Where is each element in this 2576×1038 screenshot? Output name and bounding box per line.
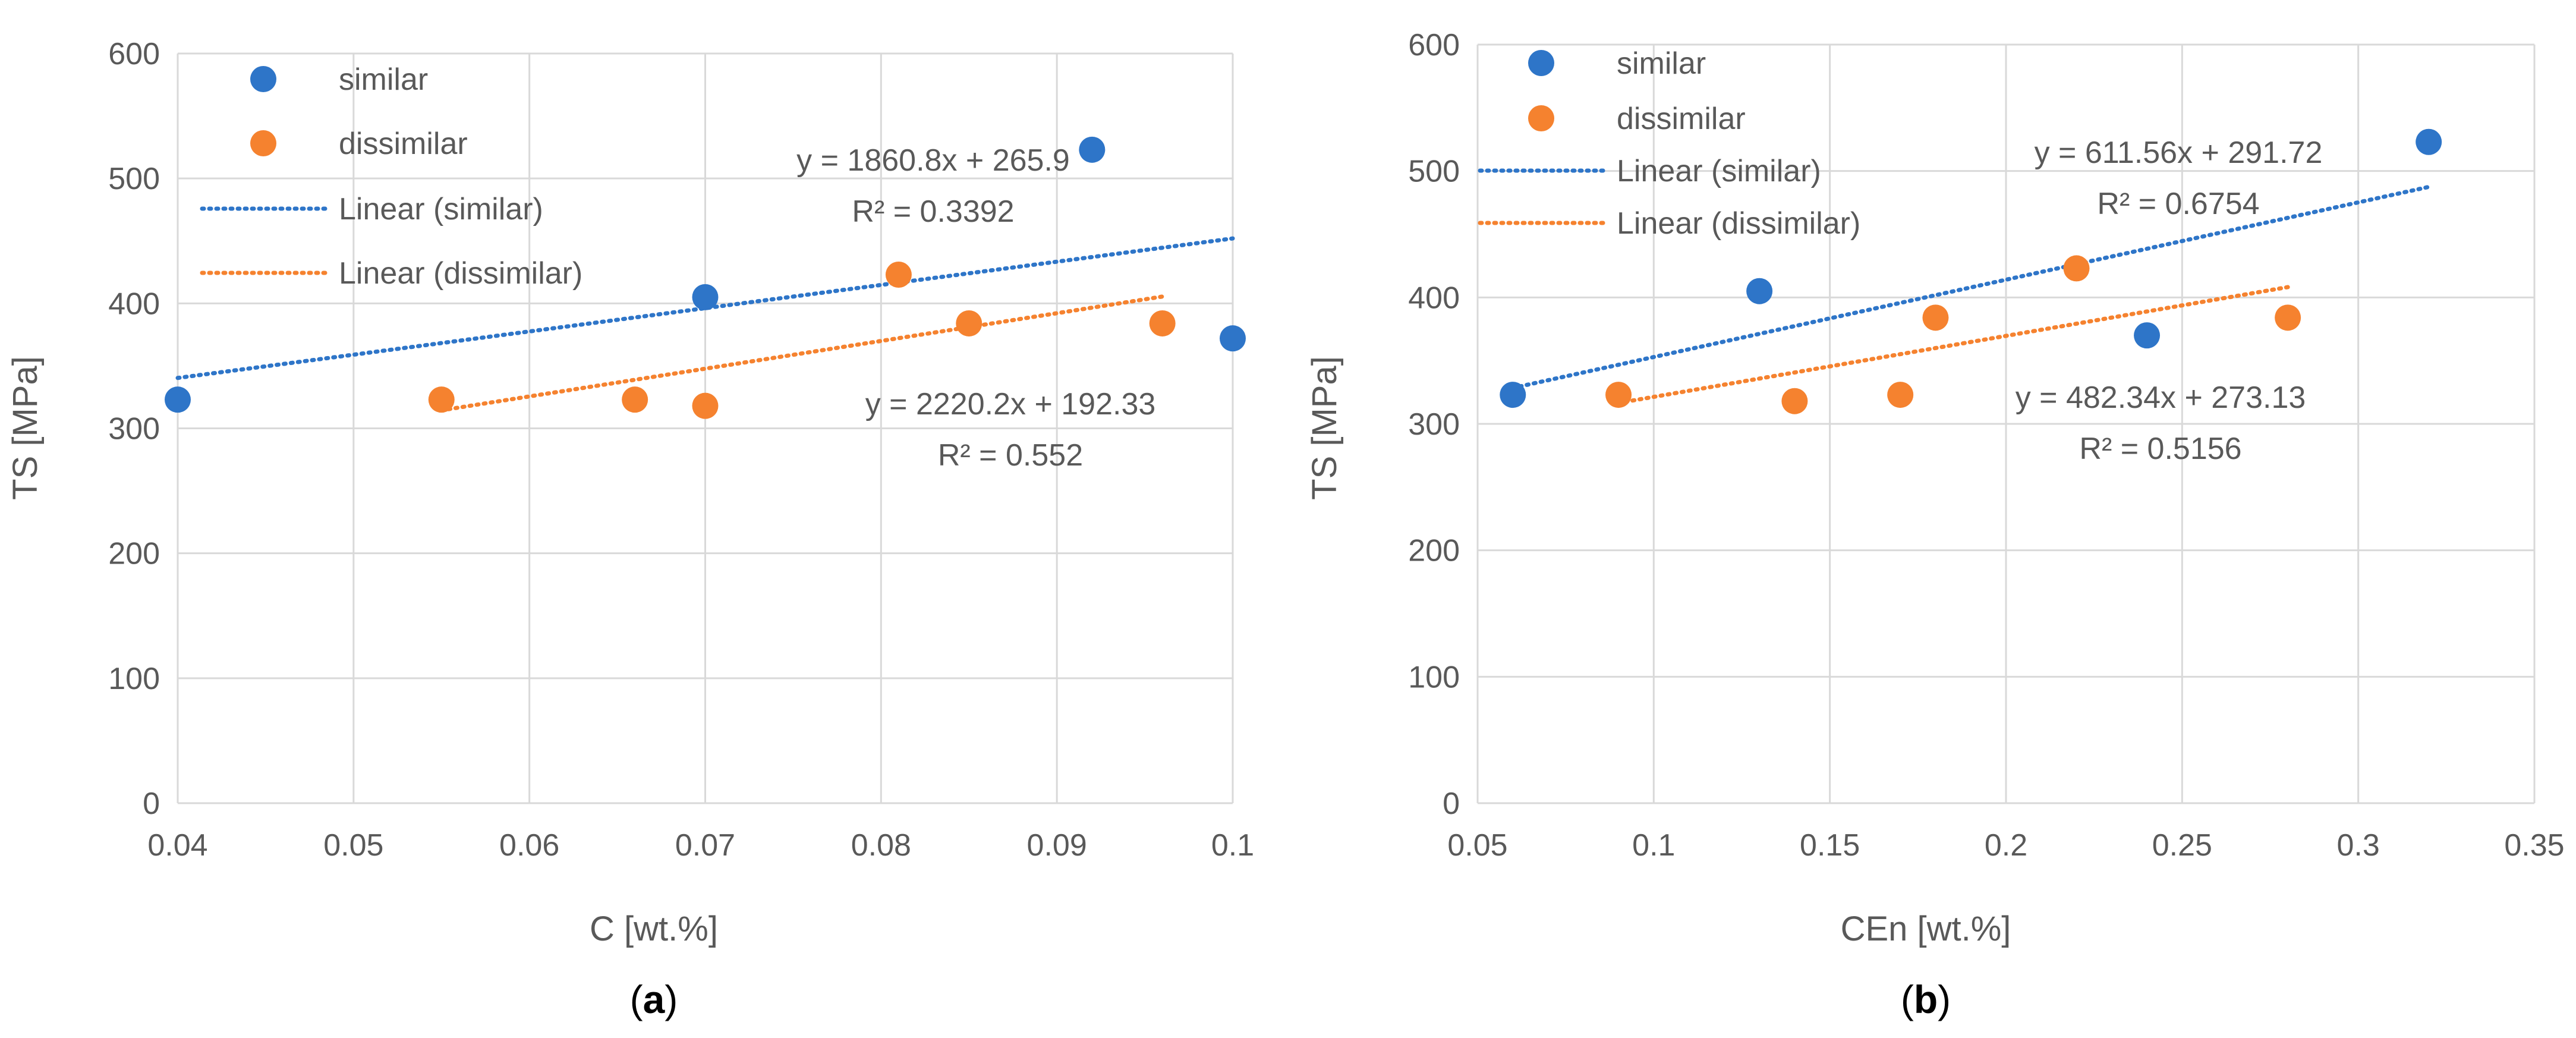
trendline-equation-similar: y = 611.56x + 291.72: [2035, 136, 2323, 170]
data-point-similar: [1220, 325, 1246, 352]
trendline-r2-similar: R² = 0.6754: [2097, 187, 2259, 221]
data-point-similar: [1500, 382, 1526, 408]
x-tick-label: 0.08: [851, 828, 911, 863]
chart-panel-a: 0 100 200 300 400 500 600 0.04 0.05 0.06 0.07 0.08 0…: [6, 37, 1254, 1021]
legend-label: Linear (dissimilar): [1617, 206, 1860, 241]
y-tick-label: 0: [143, 787, 160, 821]
panel-label: a: [643, 977, 666, 1021]
x-tick-label: 0.15: [1800, 828, 1860, 863]
legend-label: dissimilar: [1617, 102, 1746, 136]
data-point-dissimilar: [2275, 304, 2301, 331]
data-point-dissimilar: [2063, 255, 2090, 282]
data-point-dissimilar: [1605, 382, 1632, 408]
x-tick-label: 0.2: [1985, 828, 2027, 863]
data-point-dissimilar: [1149, 310, 1176, 336]
data-point-dissimilar: [622, 386, 648, 413]
chart-panel-b: 0 100 200 300 400 500 600 0.05 0.1 0.15 0.2 0.25 0.3…: [1305, 28, 2565, 1021]
trendline-r2-dissimilar: R² = 0.5156: [2079, 432, 2241, 466]
trendline-dissimilar: [1616, 285, 2290, 405]
y-tick-label: 300: [108, 412, 160, 446]
data-point-similar: [165, 386, 191, 413]
x-tick-label: 0.3: [2337, 828, 2380, 863]
data-point-similar: [692, 284, 719, 310]
y-tick-label: 600: [1408, 28, 1460, 62]
data-point-dissimilar: [956, 310, 982, 336]
y-tick-label: 500: [1408, 155, 1460, 189]
x-tick-label: 0.1: [1632, 828, 1675, 863]
data-point-similar: [2134, 322, 2161, 349]
data-point-dissimilar: [692, 392, 719, 419]
y-tick-label: 500: [108, 162, 160, 196]
y-tick-label: 100: [108, 662, 160, 696]
trendline-equation-similar: y = 1860.8x + 265.9: [796, 143, 1070, 178]
legend-marker-similar: [250, 66, 276, 92]
legend-marker-dissimilar: [250, 130, 276, 156]
x-axis-title: C [wt.%]: [590, 910, 718, 948]
x-tick-label: 0.09: [1027, 828, 1087, 863]
x-tick-label: 0.05: [1447, 828, 1507, 863]
data-point-dissimilar: [1922, 304, 1949, 331]
trendline-r2-dissimilar: R² = 0.552: [938, 438, 1083, 473]
x-tick-label: 0.07: [675, 828, 735, 863]
legend-marker-dissimilar: [1528, 105, 1554, 131]
x-tick-label: 0.06: [499, 828, 559, 863]
y-tick-label: 600: [108, 37, 160, 71]
data-point-similar: [2416, 128, 2442, 155]
legend: similar dissimilar Linear (similar) Linear …: [200, 62, 582, 291]
panel-label: b: [1914, 977, 1938, 1021]
legend-label: dissimilar: [339, 127, 468, 161]
y-tick-label: 200: [108, 537, 160, 571]
x-tick-label: 0.35: [2504, 828, 2564, 863]
data-point-dissimilar: [1781, 388, 1808, 414]
y-axis-title: TS [MPa]: [6, 356, 45, 500]
legend-label: Linear (similar): [339, 192, 543, 227]
y-tick-label: 300: [1408, 407, 1460, 442]
trendline-similar: [1510, 184, 2431, 391]
y-tick-label: 100: [1408, 660, 1460, 694]
data-point-dissimilar: [1887, 382, 1914, 408]
legend-label: Linear (dissimilar): [339, 256, 582, 291]
x-tick-label: 0.04: [147, 828, 207, 863]
y-tick-label: 200: [1408, 534, 1460, 568]
trendline-r2-similar: R² = 0.3392: [852, 194, 1014, 229]
legend-marker-similar: [1528, 50, 1554, 76]
legend-label: similar: [339, 62, 428, 97]
y-tick-label: 400: [108, 287, 160, 321]
trendline-equation-dissimilar: y = 2220.2x + 192.33: [865, 387, 1156, 422]
data-point-dissimilar: [885, 261, 912, 288]
trendline-similar: [175, 236, 1235, 380]
panel-caption: (a): [630, 977, 678, 1021]
trendline-equation-dissimilar: y = 482.34x + 273.13: [2016, 380, 2306, 415]
legend-label: similar: [1617, 46, 1706, 81]
data-point-dissimilar: [428, 386, 455, 413]
x-tick-label: 0.1: [1211, 828, 1254, 863]
y-axis-title: TS [MPa]: [1305, 356, 1344, 500]
x-axis-title: CEn [wt.%]: [1841, 910, 2011, 948]
legend: similar dissimilar Linear (similar) Linear …: [1478, 46, 1860, 241]
trendline-dissimilar: [439, 294, 1165, 413]
y-tick-label: 400: [1408, 281, 1460, 315]
panel-caption: (b): [1901, 977, 1951, 1021]
data-point-similar: [1079, 136, 1106, 163]
data-point-similar: [1746, 278, 1773, 304]
legend-label: Linear (similar): [1617, 154, 1821, 188]
y-tick-label: 0: [1443, 787, 1460, 821]
x-tick-label: 0.05: [323, 828, 383, 863]
x-tick-label: 0.25: [2152, 828, 2212, 863]
